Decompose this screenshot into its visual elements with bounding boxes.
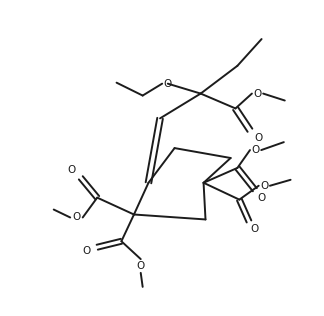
Text: O: O: [253, 88, 262, 99]
Text: O: O: [251, 145, 260, 155]
Text: O: O: [251, 224, 259, 234]
Text: O: O: [72, 212, 81, 222]
Text: O: O: [67, 165, 75, 175]
Text: O: O: [255, 133, 263, 143]
Text: O: O: [83, 246, 91, 256]
Text: O: O: [137, 261, 145, 271]
Text: O: O: [258, 193, 266, 203]
Text: O: O: [260, 181, 269, 191]
Text: O: O: [164, 79, 172, 89]
